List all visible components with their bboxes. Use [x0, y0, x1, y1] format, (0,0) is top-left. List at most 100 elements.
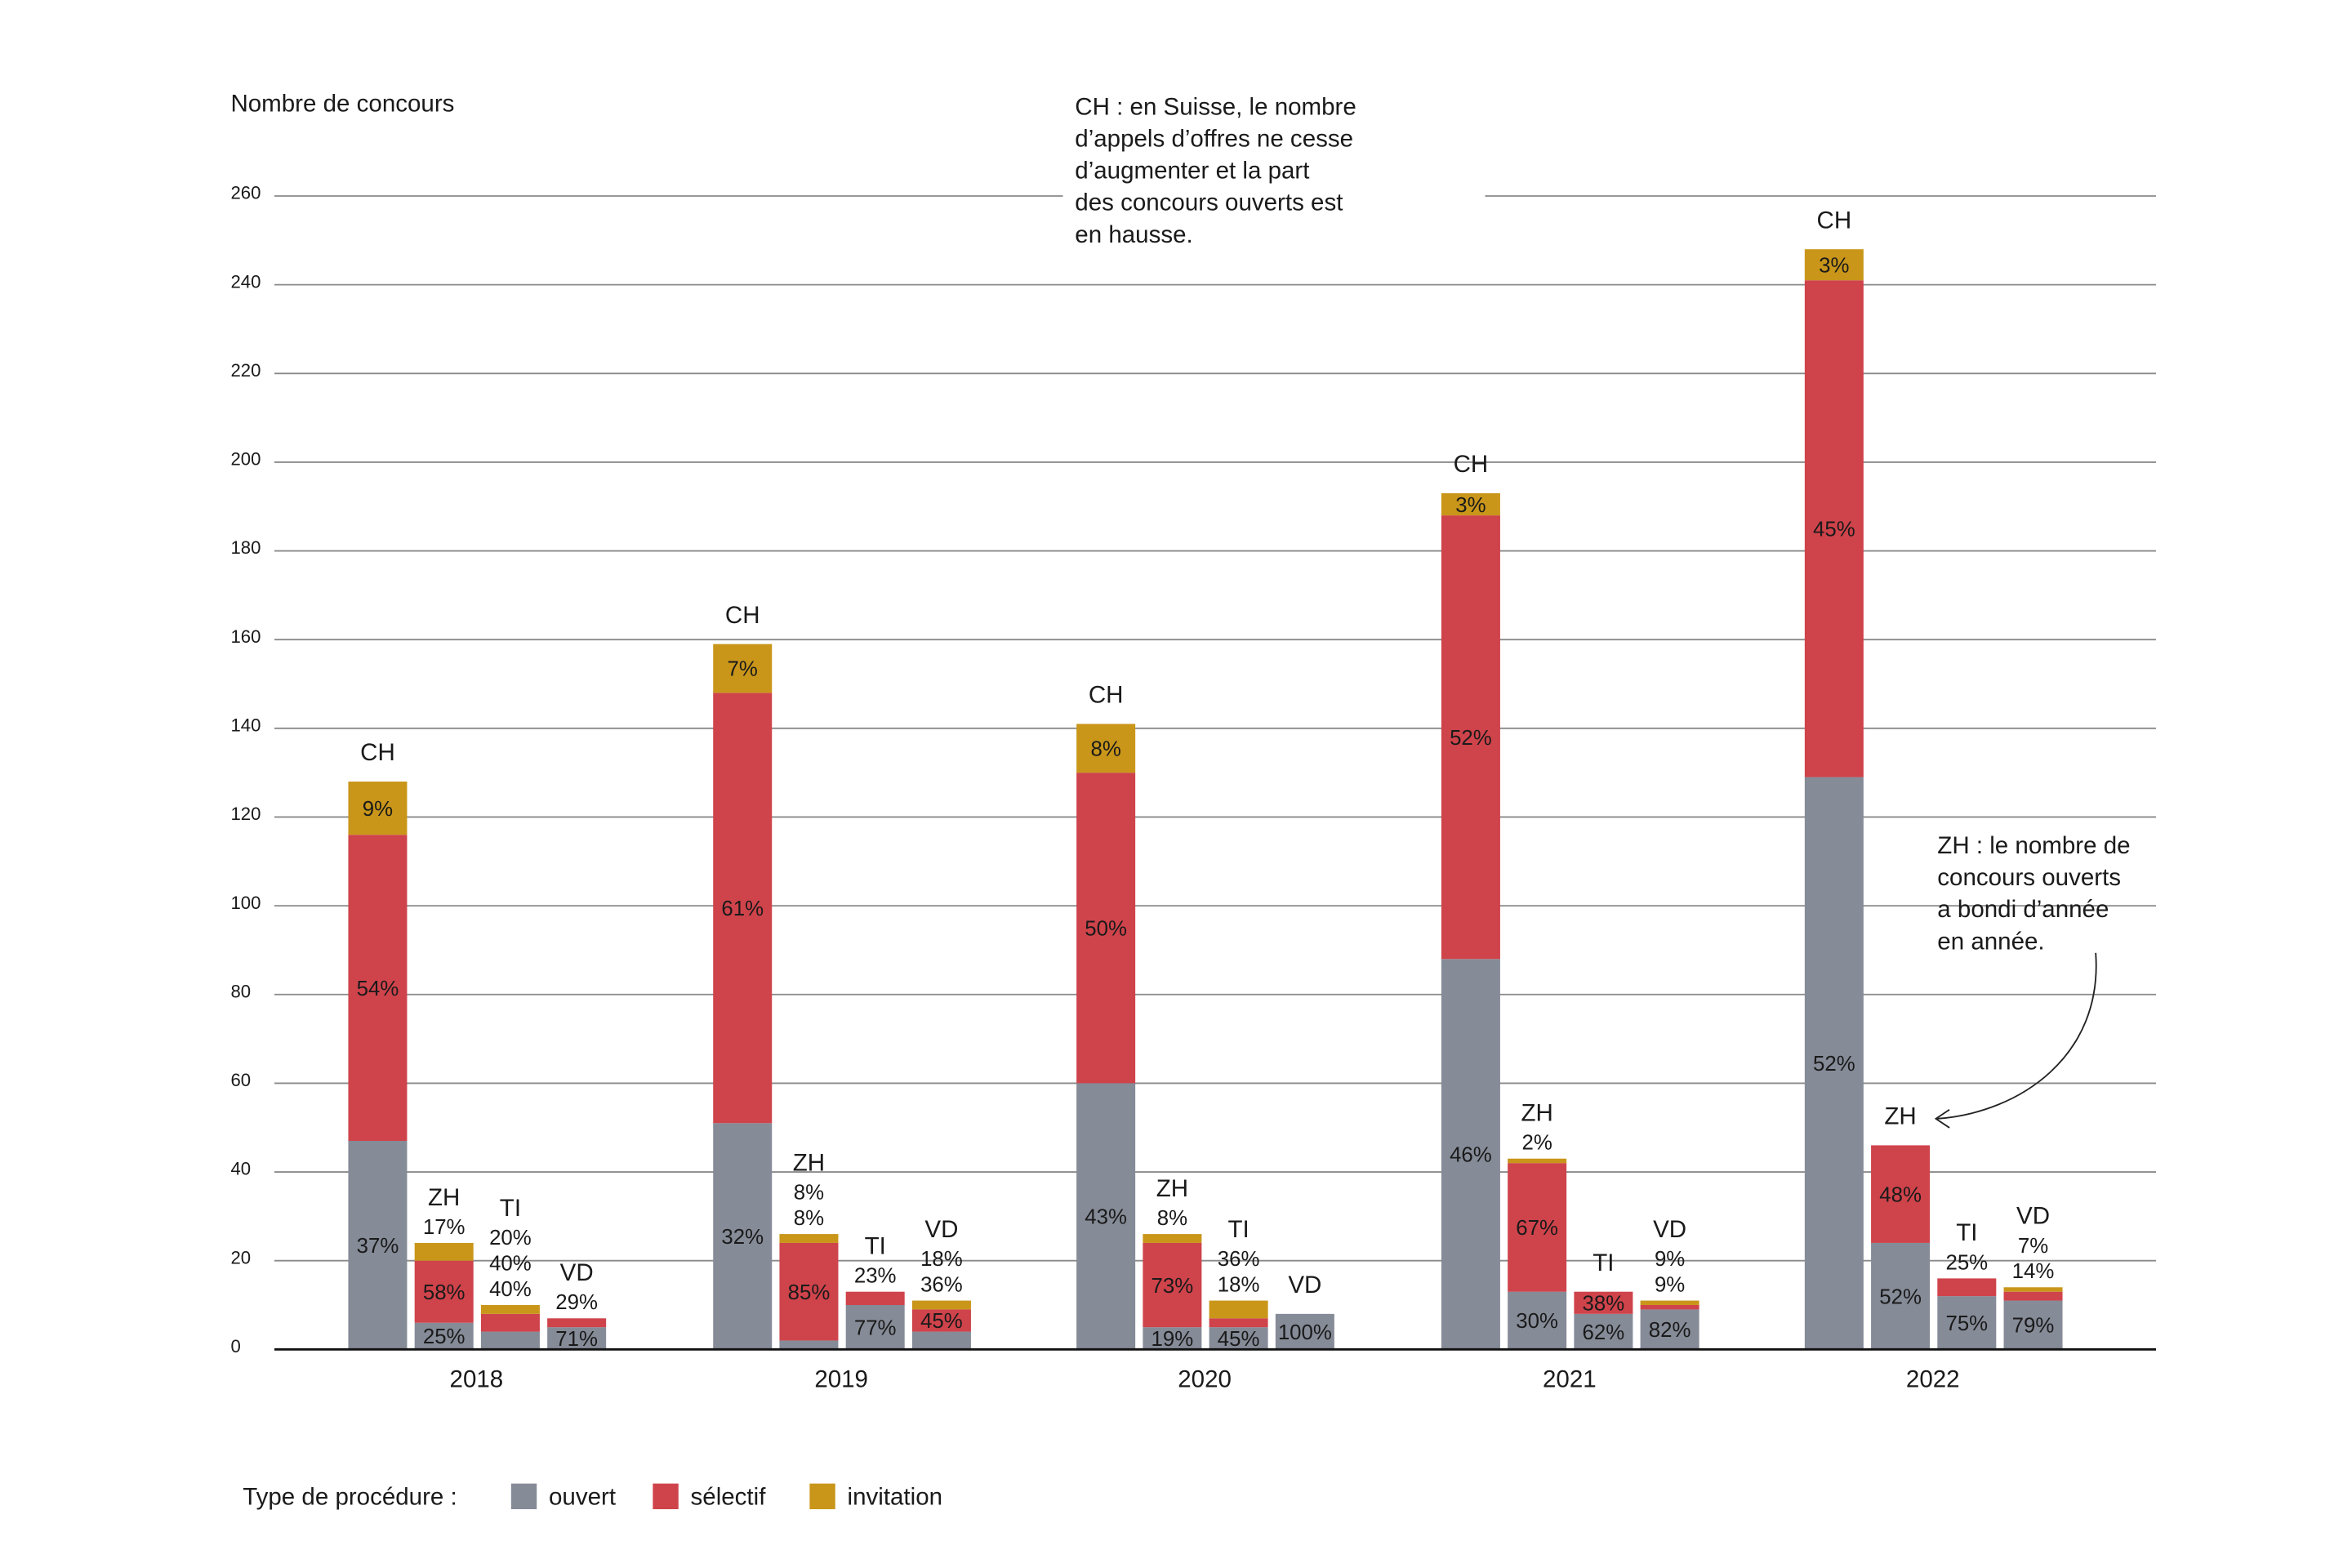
bar-segment-ouvert — [348, 1141, 408, 1350]
data-label: 52% — [1879, 1285, 1922, 1308]
legend-swatch-invitation — [809, 1483, 835, 1509]
data-label: 61% — [721, 898, 764, 920]
bar-segment-ouvert — [480, 1331, 540, 1350]
region-label: CH — [1817, 207, 1852, 234]
data-label: 82% — [1649, 1319, 1691, 1342]
region-label: VD — [1288, 1272, 1321, 1298]
region-label: ZH — [428, 1184, 460, 1211]
bar-segment-ouvert — [2003, 1300, 2063, 1350]
x-tick-label: 2020 — [1178, 1365, 1232, 1392]
annotation-line: CH : en Suisse, le nombre — [1075, 93, 1356, 120]
bar-segment-invitation — [2003, 1287, 2063, 1292]
data-label: 45% — [1218, 1328, 1260, 1351]
bar-segment-sélectif — [1508, 1163, 1567, 1292]
bar-segment-ouvert — [414, 1322, 474, 1350]
x-tick-label: 2019 — [814, 1365, 868, 1392]
y-tick-label: 120 — [230, 804, 261, 824]
bar-segment-ouvert — [1871, 1242, 1931, 1350]
data-label: 37% — [357, 1235, 399, 1258]
bar-segment-sélectif — [911, 1309, 971, 1332]
x-tick-label: 2022 — [1906, 1365, 1960, 1392]
data-label: 77% — [854, 1316, 897, 1339]
data-label: 18% — [920, 1248, 963, 1271]
region-label: ZH — [1884, 1103, 1916, 1130]
data-label: 54% — [357, 978, 399, 1000]
data-label: 18% — [1218, 1273, 1260, 1296]
data-label: 43% — [1085, 1206, 1127, 1229]
data-label: 25% — [423, 1325, 466, 1348]
bar-segment-sélectif — [845, 1291, 905, 1305]
data-label: 17% — [423, 1216, 466, 1239]
bar-segment-sélectif — [1076, 773, 1136, 1084]
y-tick-label: 140 — [230, 715, 261, 736]
x-tick-label: 2021 — [1543, 1365, 1597, 1392]
region-label: ZH — [793, 1150, 825, 1177]
data-label: 67% — [1516, 1217, 1558, 1240]
bar-segment-invitation — [1076, 724, 1136, 773]
bar-segment-sélectif — [480, 1313, 540, 1332]
bar-segment-sélectif — [1574, 1291, 1633, 1314]
bar-segment-ouvert — [779, 1340, 839, 1350]
bar-segment-ouvert — [911, 1331, 971, 1350]
bars: 37% 54% 9% CH 25% 58% 17% ZH 40%40% 20% TI 71% 29% VD… — [348, 207, 2063, 1351]
bar-segment-invitation — [911, 1300, 971, 1310]
data-label: 100% — [1278, 1321, 1332, 1344]
y-tick-label: 100 — [230, 893, 261, 913]
annotation-line: ZH : le nombre de — [1937, 832, 2130, 859]
legend-label: ouvert — [549, 1483, 616, 1510]
region-label: CH — [725, 602, 760, 629]
data-label: 25% — [1945, 1251, 1988, 1274]
bar-segment-ouvert — [1508, 1291, 1567, 1350]
data-label: 71% — [555, 1328, 598, 1351]
bar-segment-sélectif — [547, 1318, 607, 1328]
bar-segment-invitation — [1143, 1234, 1202, 1243]
annotation-arrow — [1937, 952, 2097, 1120]
data-label: 38% — [1583, 1293, 1625, 1316]
data-label: 23% — [854, 1265, 897, 1288]
y-tick-label: 180 — [230, 537, 261, 558]
bar-segment-ouvert — [1640, 1309, 1699, 1350]
y-tick-label: 220 — [230, 360, 261, 381]
bar-segment-invitation — [1804, 249, 1864, 281]
region-label: VD — [2016, 1203, 2050, 1230]
bar-segment-sélectif — [1640, 1304, 1699, 1310]
bar-segment-sélectif — [713, 693, 773, 1124]
bar-segment-ouvert — [1574, 1313, 1633, 1350]
bar-segment-ouvert — [1076, 1083, 1136, 1350]
data-label: 36% — [1218, 1248, 1260, 1271]
gridlines — [274, 195, 2156, 1262]
region-label: CH — [1454, 451, 1489, 478]
bar-segment-invitation — [1640, 1300, 1699, 1305]
data-label: 46% — [1450, 1144, 1492, 1167]
y-tick-label: 240 — [230, 271, 261, 292]
bar-segment-invitation — [348, 782, 408, 835]
bar-segment-ouvert — [547, 1327, 607, 1350]
data-label: 75% — [1945, 1312, 1988, 1335]
region-label: VD — [924, 1216, 958, 1243]
data-label: 2% — [1521, 1132, 1552, 1155]
data-label: 40% — [489, 1253, 532, 1276]
bar-segment-invitation — [1441, 492, 1500, 516]
data-label: 32% — [721, 1226, 764, 1249]
bar-segment-invitation — [1209, 1300, 1268, 1319]
y-tick-label: 40 — [230, 1159, 251, 1179]
bar-segment-sélectif — [348, 835, 408, 1142]
bar-segment-sélectif — [1143, 1242, 1202, 1328]
data-label: 45% — [920, 1310, 963, 1333]
data-label: 3% — [1819, 254, 1849, 277]
data-label: 8% — [794, 1182, 824, 1205]
bar-segment-sélectif — [1871, 1145, 1931, 1243]
bar-segment-sélectif — [779, 1242, 839, 1341]
bar-segment-ouvert — [1441, 959, 1500, 1350]
bar-segment-sélectif — [1937, 1278, 1997, 1297]
bar-segment-invitation — [480, 1304, 540, 1314]
data-label: 48% — [1879, 1183, 1922, 1206]
data-label: 7% — [2018, 1235, 2048, 1258]
region-label: TI — [1227, 1216, 1249, 1243]
region-label: VD — [560, 1259, 594, 1286]
region-label: TI — [865, 1233, 886, 1260]
bar-segment-ouvert — [1143, 1327, 1202, 1350]
bar-segment-sélectif — [2003, 1291, 2063, 1301]
data-label: 30% — [1516, 1310, 1558, 1333]
